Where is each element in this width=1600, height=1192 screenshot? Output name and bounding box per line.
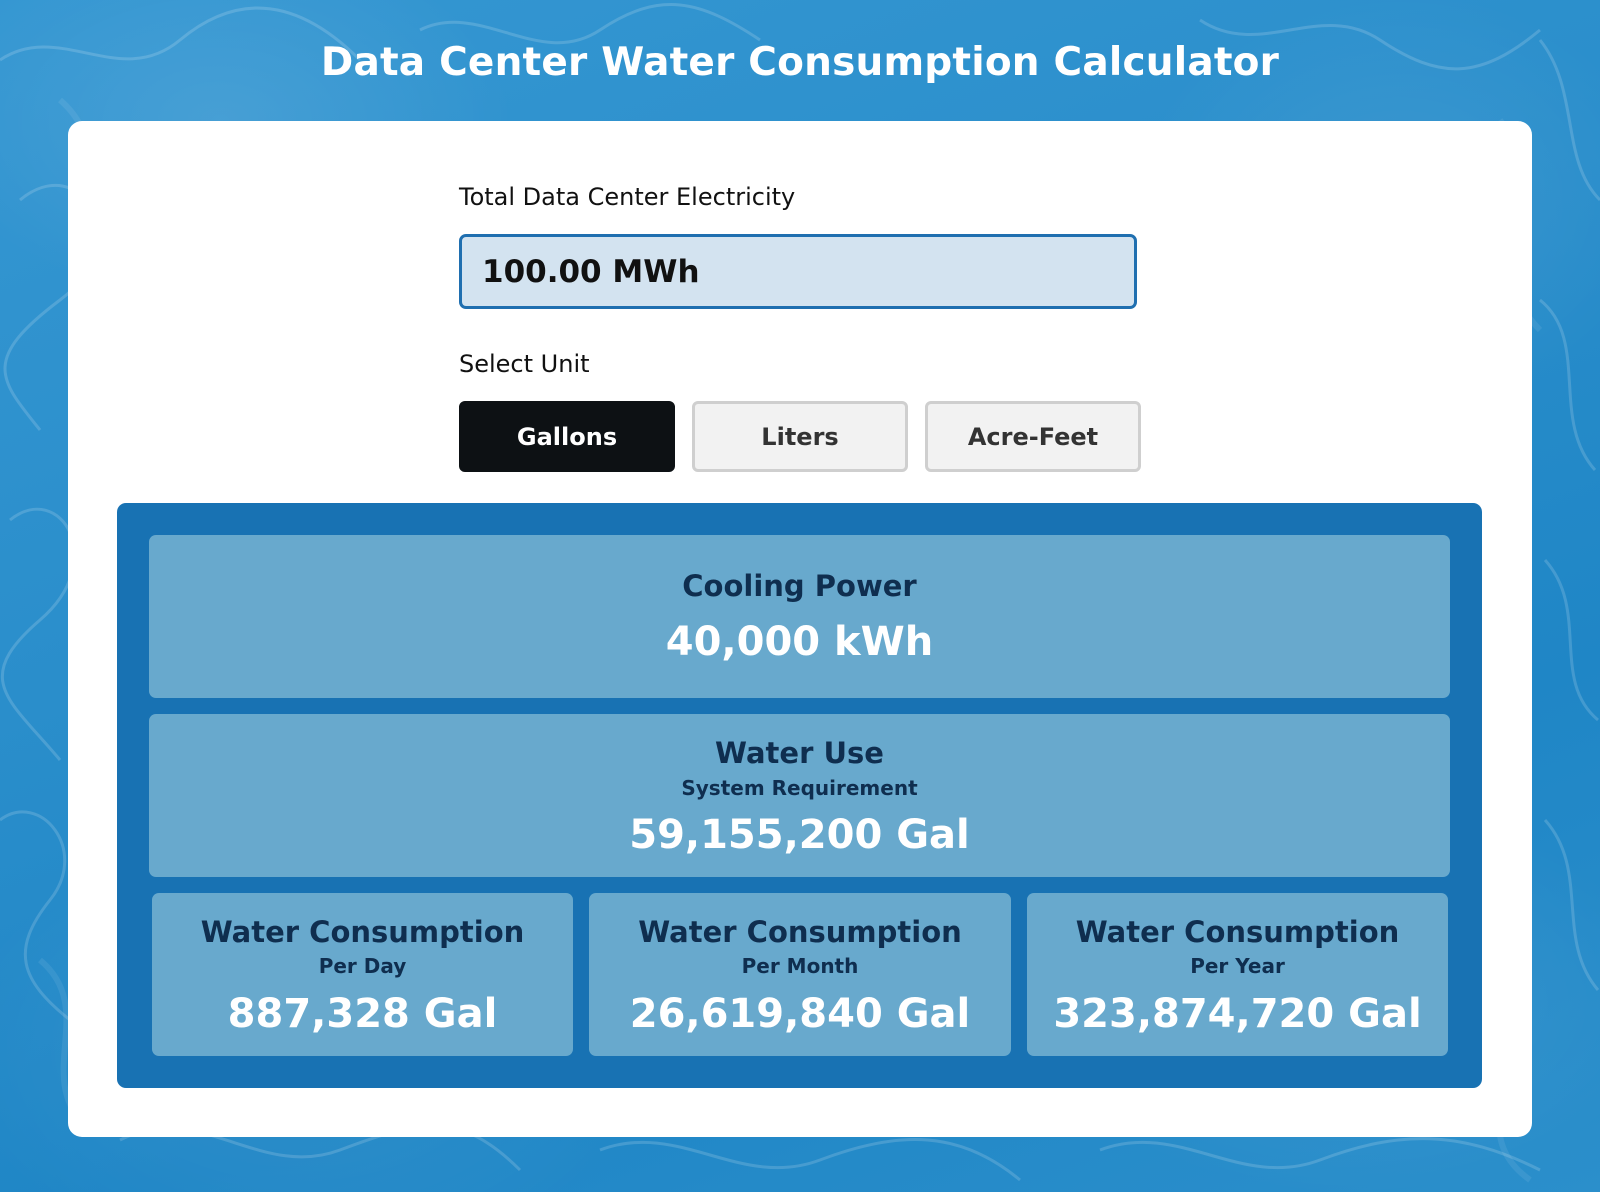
unit-button-acre-feet[interactable]: Acre-Feet [925, 401, 1141, 472]
page-title: Data Center Water Consumption Calculator [320, 40, 1280, 85]
cooling-power-title: Cooling Power [682, 569, 917, 603]
cooling-power-panel: Cooling Power 40,000 kWh [149, 535, 1450, 698]
water-use-panel: Water Use System Requirement 59,155,200 … [149, 714, 1450, 877]
consumption-per-month-title: Water Consumption [638, 915, 962, 949]
water-use-value: 59,155,200 Gal [629, 812, 970, 858]
cooling-power-value: 40,000 kWh [665, 619, 934, 665]
consumption-per-month-subtitle: Per Month [741, 954, 859, 978]
unit-button-gallons[interactable]: Gallons [459, 401, 675, 472]
water-use-subtitle: System Requirement [681, 776, 918, 800]
consumption-per-day-panel: Water Consumption Per Day 887,328 Gal [152, 893, 573, 1056]
calculator-card: Total Data Center Electricity Select Uni… [68, 121, 1532, 1137]
consumption-per-day-title: Water Consumption [200, 915, 525, 949]
consumption-per-year-subtitle: Per Year [1190, 954, 1285, 978]
consumption-per-day-subtitle: Per Day [318, 954, 407, 978]
consumption-per-year-value: 323,874,720 Gal [1053, 991, 1422, 1037]
consumption-per-day-value: 887,328 Gal [227, 991, 498, 1037]
results-panel: Cooling Power 40,000 kWh Water Use Syste… [117, 503, 1482, 1088]
unit-button-liters[interactable]: Liters [692, 401, 908, 472]
electricity-label: Total Data Center Electricity [459, 183, 796, 211]
consumption-per-month-value: 26,619,840 Gal [629, 991, 971, 1037]
consumption-per-year-title: Water Consumption [1075, 915, 1400, 949]
unit-selector-label: Select Unit [459, 350, 590, 378]
consumption-per-year-panel: Water Consumption Per Year 323,874,720 G… [1027, 893, 1448, 1056]
electricity-input[interactable] [459, 234, 1137, 309]
water-use-title: Water Use [715, 736, 884, 770]
consumption-per-month-panel: Water Consumption Per Month 26,619,840 G… [589, 893, 1011, 1056]
